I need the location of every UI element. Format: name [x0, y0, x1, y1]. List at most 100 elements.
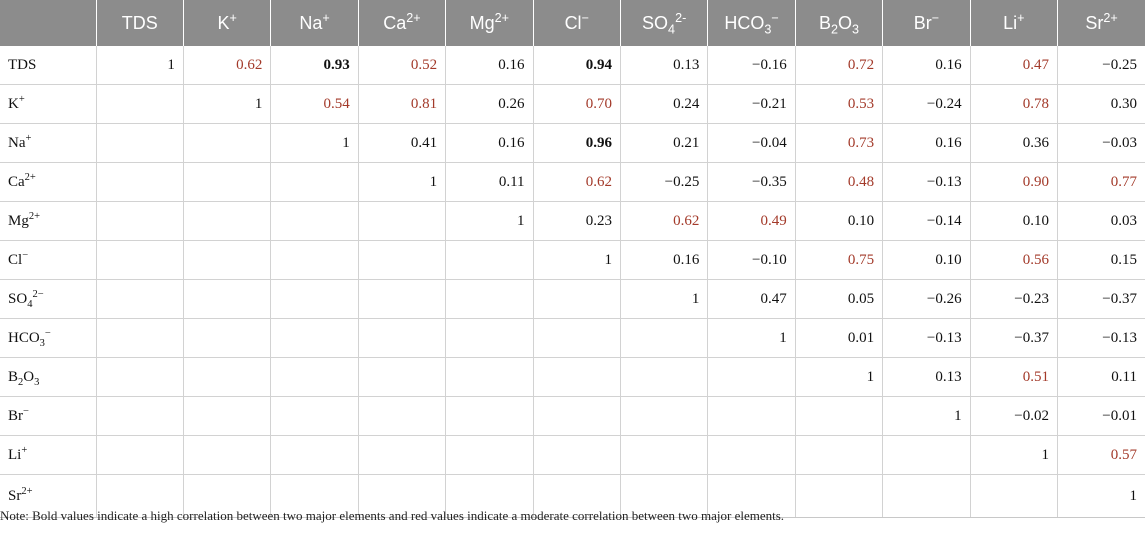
empty-cell: [969, 474, 1058, 518]
formula-sub: 4: [668, 22, 676, 37]
correlation-cell: 0.48: [794, 162, 883, 202]
formula-sup: 2+: [21, 485, 33, 497]
correlation-cell: −0.01: [1056, 396, 1145, 436]
empty-cell: [357, 474, 446, 518]
correlation-cell: 0.70: [532, 84, 621, 124]
empty-cell: [182, 279, 271, 319]
empty-cell: [707, 357, 796, 397]
row-header: K+: [0, 84, 97, 124]
formula-sub: 3: [34, 376, 40, 388]
empty-cell: [794, 474, 883, 518]
table-row: SO42− 1 0.47 0.05 −0.26 −0.23 −0.37: [0, 279, 1145, 319]
formula-text: SO: [642, 12, 669, 33]
formula-text: Cl: [8, 251, 23, 268]
correlation-cell: 0.26: [445, 84, 534, 124]
correlation-cell: −0.37: [1056, 279, 1145, 319]
row-header: Ca2+: [0, 162, 97, 202]
column-header: TDS: [95, 0, 184, 46]
empty-cell: [270, 318, 359, 358]
empty-cell: [270, 162, 359, 202]
correlation-cell: −0.03: [1056, 123, 1145, 163]
table-row: Na+ 1 0.41 0.16 0.96 0.21 −0.04 0.73 0.16 0.36 −0.…: [0, 123, 1145, 163]
empty-cell: [882, 435, 971, 475]
empty-cell: [270, 357, 359, 397]
empty-cell: [445, 435, 534, 475]
formula-sup: +: [18, 93, 25, 105]
formula-sup: 2-: [675, 10, 687, 25]
empty-cell: [445, 474, 534, 518]
row-header: SO42−: [0, 279, 97, 319]
correlation-cell: 1: [532, 240, 621, 280]
correlation-cell: 0.03: [1056, 201, 1145, 241]
formula-sup: 2−: [32, 288, 44, 300]
correlation-cell: 0.24: [619, 84, 708, 124]
correlation-cell: −0.10: [707, 240, 796, 280]
empty-cell: [95, 123, 184, 163]
column-header: Li+: [969, 0, 1058, 46]
correlation-cell: 0.16: [882, 46, 971, 85]
empty-cell: [270, 435, 359, 475]
correlation-cell: 0.11: [445, 162, 534, 202]
correlation-cell: −0.02: [969, 396, 1058, 436]
correlation-cell: 0.77: [1056, 162, 1145, 202]
correlation-cell: 1: [882, 396, 971, 436]
empty-cell: [182, 123, 271, 163]
empty-cell: [95, 240, 184, 280]
empty-cell: [357, 435, 446, 475]
empty-cell: [182, 201, 271, 241]
empty-cell: [619, 318, 708, 358]
table-row: K+ 1 0.54 0.81 0.26 0.70 0.24 −0.21 0.53 −0.24 0.7…: [0, 84, 1145, 124]
formula-sub: 3: [851, 22, 859, 37]
formula-text: SO: [8, 290, 28, 307]
formula-text: TDS: [121, 12, 158, 33]
formula-sup: −: [22, 249, 29, 261]
empty-cell: [95, 201, 184, 241]
empty-cell: [532, 435, 621, 475]
correlation-cell: 0.90: [969, 162, 1058, 202]
correlation-cell: 0.23: [532, 201, 621, 241]
correlation-cell: 0.81: [357, 84, 446, 124]
row-header: Cl−: [0, 240, 97, 280]
empty-cell: [182, 162, 271, 202]
correlation-cell: −0.21: [707, 84, 796, 124]
correlation-cell: 1: [270, 123, 359, 163]
correlation-cell: −0.35: [707, 162, 796, 202]
formula-text: Cl: [564, 12, 582, 33]
correlation-cell: −0.13: [882, 318, 971, 358]
correlation-cell: 0.96: [532, 123, 621, 163]
table-header-row: TDS K+ Na+ Ca2+ Mg2+ Cl− SO42- HCO3− B2O3 Br− Li+ S…: [0, 0, 1145, 46]
empty-cell: [357, 279, 446, 319]
column-header: Na+: [270, 0, 359, 46]
empty-cell: [619, 474, 708, 518]
formula-sup: −: [931, 10, 940, 25]
column-header: Br−: [882, 0, 971, 46]
correlation-cell: 0.16: [445, 46, 534, 85]
correlation-cell: 0.10: [969, 201, 1058, 241]
empty-cell: [270, 240, 359, 280]
empty-cell: [182, 318, 271, 358]
empty-cell: [532, 279, 621, 319]
empty-cell: [445, 279, 534, 319]
correlation-cell: 0.49: [707, 201, 796, 241]
correlation-cell: 0.41: [357, 123, 446, 163]
column-header: B2O3: [794, 0, 883, 46]
correlation-cell: 0.13: [882, 357, 971, 397]
empty-cell: [95, 84, 184, 124]
correlation-cell: 0.36: [969, 123, 1058, 163]
empty-cell: [357, 240, 446, 280]
formula-sup: 2+: [494, 10, 510, 25]
empty-cell: [532, 474, 621, 518]
empty-cell: [882, 474, 971, 518]
formula-text: Li: [8, 446, 22, 463]
empty-cell: [532, 357, 621, 397]
table-row: Sr2+ 1: [0, 474, 1145, 518]
formula-text: Na: [8, 134, 26, 151]
empty-cell: [95, 474, 184, 518]
correlation-cell: 0.10: [882, 240, 971, 280]
correlation-cell: 0.47: [969, 46, 1058, 85]
table-row: Ca2+ 1 0.11 0.62 −0.25 −0.35 0.48 −0.13 0.90 0.77: [0, 162, 1145, 202]
empty-cell: [270, 201, 359, 241]
formula-text: B: [8, 368, 19, 385]
column-header: Ca2+: [357, 0, 446, 46]
empty-cell: [182, 396, 271, 436]
